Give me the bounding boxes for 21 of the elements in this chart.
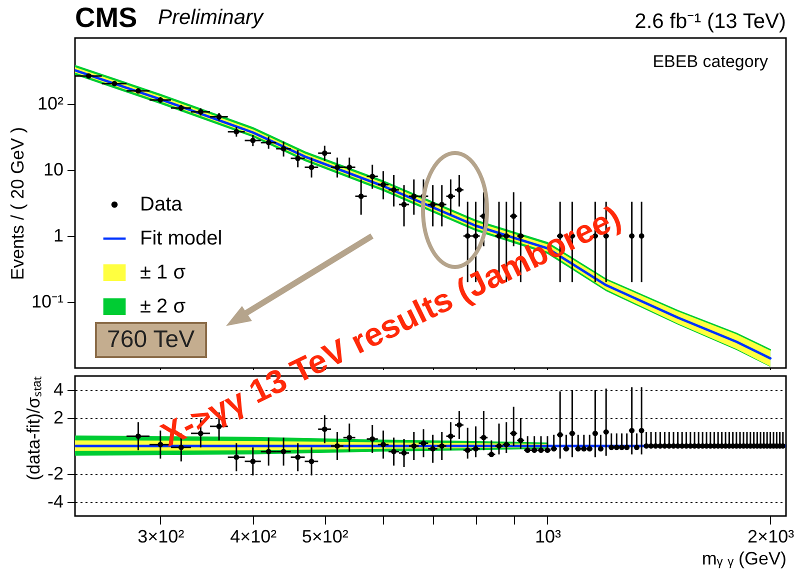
x-tick-label: 2×10³ [748, 526, 794, 546]
y-axis-title: Events / ( 20 GeV ) [7, 126, 28, 280]
y-tick-label: 4 [53, 380, 64, 400]
y-tick-label: -4 [47, 492, 64, 512]
y-tick-label: 2 [53, 408, 64, 428]
annotation: 760 TeV [95, 322, 207, 358]
y-tick-label: 10⁻¹ [31, 292, 64, 312]
annotation: EBEB category [652, 52, 768, 72]
x-tick-label: 10³ [534, 526, 561, 546]
text: 2.6 fb⁻¹ (13 TeV) [634, 9, 786, 34]
x-tick-label: 3×10² [138, 526, 184, 546]
x-tick-label: 5×10² [302, 526, 348, 546]
x-tick-label: 4×10² [230, 526, 277, 546]
y-axis-title: (data-fit)/σₛₜₐₜ [23, 376, 44, 480]
y-tick-label: 1 [53, 226, 64, 246]
chart-subtitle: Preliminary [158, 6, 264, 30]
y-tick-label: 10 [43, 160, 64, 180]
chart-title: CMS [75, 2, 138, 34]
y-tick-label: -2 [47, 464, 64, 484]
x-axis-title: mᵧ ᵧ (GeV) [702, 548, 786, 568]
y-tick-label: 10² [37, 94, 64, 114]
